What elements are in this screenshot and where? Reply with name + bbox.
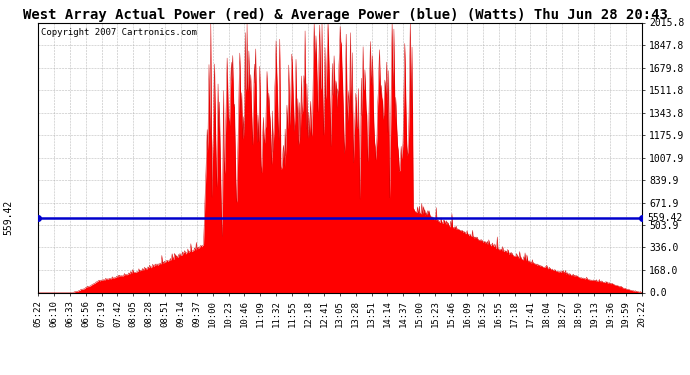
Text: 559.42: 559.42 [647,213,682,223]
Text: 559.42: 559.42 [3,200,13,235]
Text: West Array Actual Power (red) & Average Power (blue) (Watts) Thu Jun 28 20:43: West Array Actual Power (red) & Average … [23,8,667,21]
Text: Copyright 2007 Cartronics.com: Copyright 2007 Cartronics.com [41,28,197,37]
